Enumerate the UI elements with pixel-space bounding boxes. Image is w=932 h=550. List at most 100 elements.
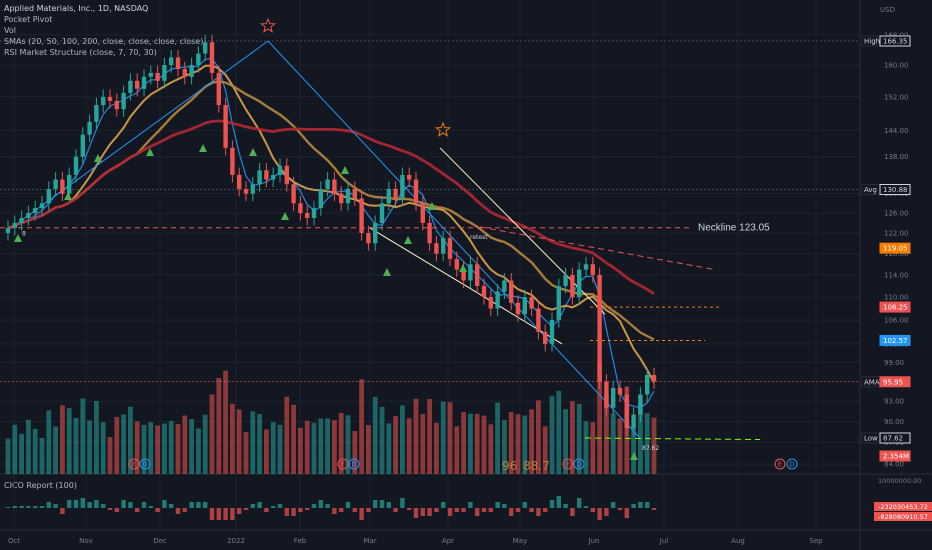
dividend-marker: [348, 458, 360, 470]
cico-report-label[interactable]: CICO Report (100): [4, 481, 77, 490]
cico-bar: [135, 508, 140, 512]
price-tag-label: High: [864, 38, 880, 46]
cico-bar: [447, 508, 453, 516]
x-tick-label: Feb: [294, 537, 307, 545]
cico-bar: [529, 508, 534, 512]
candle-body: [135, 80, 140, 89]
currency-label: USD: [880, 6, 895, 14]
price-tag-value: 130.88: [883, 186, 908, 194]
pocket-pivot-triangle: [428, 202, 436, 210]
volume-bar: [413, 398, 419, 474]
volume-bar: [318, 418, 324, 474]
cico-bar: [454, 508, 459, 512]
candle-body: [107, 96, 113, 101]
cico-bar: [651, 508, 657, 510]
price-tags: High 166.35 Avg 130.88 119.05 108.25 102.57 AMA…: [861, 35, 911, 462]
cico-bar: [196, 502, 201, 508]
volume-bar: [536, 400, 541, 474]
cico-bar: [237, 508, 242, 514]
indicator-smas[interactable]: SMAs (20, 50, 100, 200, close, close, cl…: [4, 37, 204, 46]
cico-bar: [223, 508, 228, 520]
candle-body: [359, 198, 364, 234]
indicator-vol[interactable]: Vol: [4, 26, 16, 35]
earnings-marker-label: E: [778, 461, 782, 469]
volume-bar: [26, 419, 31, 474]
cico-bar: [128, 502, 133, 508]
candle-body: [182, 68, 187, 77]
dividend-marker-label: D: [142, 461, 147, 469]
candle-body: [114, 100, 119, 110]
candle-body: [26, 213, 31, 218]
y-tick-label: 90.00: [884, 418, 904, 426]
cico-bar: [339, 508, 344, 512]
cico-bar: [345, 502, 351, 508]
volume-bar: [250, 411, 256, 474]
candle-body: [60, 179, 65, 194]
volume-bar: [542, 426, 548, 474]
candle-body: [352, 188, 357, 199]
pocket-pivot-triangle: [146, 148, 154, 156]
x-axis: Oct Nov Dec 2022 Feb Mar Apr May Jun Jul Aug Sep: [8, 537, 823, 545]
cico-bar: [53, 504, 58, 508]
candle-body: [366, 233, 371, 244]
candle-body: [250, 184, 255, 194]
candle-body: [277, 165, 283, 175]
x-tick-label: Jul: [659, 537, 669, 545]
volume-bars: [5, 364, 657, 474]
candle-body: [141, 76, 147, 89]
volume-bar: [359, 379, 364, 474]
cico-bar: [590, 508, 595, 512]
candle-body: [128, 80, 133, 93]
cico-bar: [379, 500, 385, 508]
volume-bar: [80, 398, 86, 474]
volume-bar: [631, 426, 636, 474]
price-tag-value: 87.62: [883, 435, 903, 443]
volume-bar: [474, 413, 480, 474]
cico-bar: [189, 502, 194, 508]
volume-bar: [134, 421, 140, 474]
candle-body: [509, 280, 514, 303]
volume-bar: [481, 415, 487, 474]
indicator-pocket-pivot[interactable]: Pocket Pivot: [4, 15, 53, 24]
volume-bar: [617, 418, 623, 474]
candle-body: [339, 193, 344, 204]
price-tag-bg: [879, 334, 911, 346]
cico-bar: [250, 504, 255, 508]
volume-bar: [502, 420, 507, 474]
cico-bar: [515, 508, 521, 512]
candle-body: [237, 174, 242, 189]
candle-body: [175, 57, 181, 69]
low-label: 87.62: [642, 445, 659, 452]
candle-body: [305, 213, 310, 218]
cico-bar: [114, 508, 119, 512]
candle-body: [196, 53, 201, 66]
cico-bar: [373, 500, 378, 508]
cico-bar: [332, 508, 337, 514]
candle-body: [529, 297, 534, 309]
volume-bar: [73, 417, 79, 474]
candle-body: [121, 92, 126, 110]
neckline-label: Neckline 123.05: [698, 223, 770, 234]
candle-body: [46, 188, 51, 204]
volume-bar: [583, 421, 589, 474]
volume-bar: [270, 422, 276, 474]
cico-bar: [325, 504, 330, 508]
cico-bar: [87, 502, 92, 508]
candle-body: [495, 291, 500, 309]
volume-bar: [291, 404, 296, 474]
cico-bar: [257, 502, 262, 508]
candle-body: [488, 297, 493, 309]
indicator-rsi-market-structure[interactable]: RSI Market Structure (close, 7, 70, 30): [4, 48, 157, 57]
wedge-line: [369, 227, 563, 345]
cico-bar: [522, 502, 527, 508]
candle-body: [87, 121, 92, 135]
candle-body: [434, 243, 439, 254]
dividend-marker: [573, 458, 585, 470]
volume-bar: [400, 405, 405, 474]
price-tag-value: 119.05: [883, 245, 908, 253]
candle-body: [447, 238, 453, 259]
volume-bar: [230, 403, 235, 474]
volume-bar: [12, 424, 18, 474]
cico-bar: [583, 506, 589, 508]
